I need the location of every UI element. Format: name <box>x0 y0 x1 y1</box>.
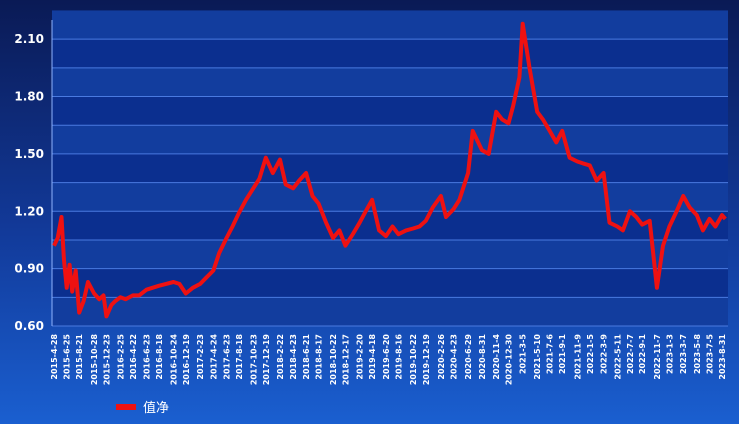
x-tick-label: 2018-4-23 <box>289 334 298 380</box>
plot-area <box>52 20 728 326</box>
x-tick-label: 2015-6-25 <box>63 334 72 380</box>
x-tick-label: 2022-9-1 <box>638 334 647 374</box>
grid-lines <box>52 38 728 327</box>
x-tick-label: 2021-3-5 <box>519 334 528 374</box>
x-tick-label: 2018-6-21 <box>302 334 311 380</box>
x-tick-label: 2020-12-30 <box>504 334 513 386</box>
x-tick-label: 2018-10-22 <box>329 334 338 385</box>
x-tick-label: 2019-6-20 <box>382 334 391 380</box>
y-tick-label: 1.50 <box>14 147 44 161</box>
x-tick-label: 2017-12-19 <box>262 334 271 386</box>
x-tick-label: 2015-8-21 <box>75 334 84 380</box>
series-line-net-value <box>52 21 727 319</box>
x-tick-label: 2016-8-18 <box>155 334 164 380</box>
x-tick-label: 2022-3-9 <box>600 334 609 374</box>
x-tick-labels: 2015-4-28 2015-6-25 2015-8-21 2015-10-28 201… <box>50 334 727 386</box>
x-tick-label: 2019-8-16 <box>394 334 403 380</box>
x-tick-label: 2015-12-23 <box>102 334 111 385</box>
x-tick-label: 2021-5-10 <box>533 334 542 380</box>
x-tick-label: 2020-4-23 <box>449 334 458 380</box>
x-tick-label: 2022-1-5 <box>586 334 595 374</box>
x-tick-label: 2020-6-29 <box>464 334 473 380</box>
y-tick-label: 1.20 <box>14 204 44 218</box>
x-tick-label: 2020-2-26 <box>437 334 446 380</box>
y-tick-label: 2.10 <box>14 32 44 46</box>
x-tick-label: 2023-8-31 <box>718 334 727 380</box>
x-tick-label: 2015-4-28 <box>50 334 59 380</box>
x-tick-label: 2017-10-23 <box>249 334 258 385</box>
x-tick-label: 2023-3-7 <box>679 334 688 374</box>
x-tick-label: 2020-8-31 <box>478 334 487 380</box>
x-tick-label: 2017-8-18 <box>235 334 244 380</box>
plot-bands <box>52 10 728 326</box>
x-tick-label: 2019-12-19 <box>422 334 431 386</box>
x-tick-label: 2016-4-22 <box>129 334 138 380</box>
plot-band <box>52 297 728 326</box>
plot-band <box>52 67 728 97</box>
x-tick-label: 2016-6-23 <box>143 334 152 380</box>
x-tick-label: 2016-12-19 <box>182 334 191 386</box>
y-tick-label: 0.90 <box>14 262 44 276</box>
x-tick-label: 2016-10-24 <box>169 334 178 386</box>
x-tick-label: 2018-8-17 <box>315 334 324 380</box>
x-tick-label: 2017-4-24 <box>209 334 218 380</box>
x-tick-label: 2020-11-4 <box>492 334 501 380</box>
x-tick-label: 2018-2-22 <box>276 334 285 380</box>
x-tick-label: 2021-7-6 <box>546 334 555 374</box>
x-tick-label: 2021-11-9 <box>573 334 582 380</box>
x-tick-label: 2022-11-7 <box>653 334 662 380</box>
plot-band <box>52 125 728 154</box>
plot-band <box>52 239 728 269</box>
x-tick-label: 2016-2-25 <box>116 334 125 380</box>
y-tick-label: 0.60 <box>14 319 44 333</box>
x-tick-label: 2023-7-5 <box>706 334 715 374</box>
x-tick-label: 2023-1-3 <box>665 334 674 374</box>
x-tick-label: 2022-5-11 <box>613 334 622 380</box>
plot-band <box>52 10 728 40</box>
y-tick-label: 1.80 <box>14 90 44 104</box>
plot-band <box>52 182 728 212</box>
x-tick-label: 2018-12-17 <box>341 334 350 385</box>
x-tick-label: 2019-2-20 <box>356 334 365 380</box>
x-tick-label: 2017-6-23 <box>223 334 232 380</box>
x-tick-label: 2015-10-28 <box>90 334 99 386</box>
legend: 值净 <box>116 400 169 416</box>
x-tick-label: 2019-4-18 <box>368 334 377 380</box>
y-tick-labels: 0.60 0.90 1.20 1.50 1.80 2.10 <box>14 32 44 333</box>
x-tick-label: 2019-10-22 <box>409 334 418 385</box>
legend-label: 值净 <box>143 400 169 416</box>
x-tick-label: 2021-9-1 <box>558 334 567 374</box>
x-tick-label: 2022-7-7 <box>626 334 635 374</box>
x-tick-label: 2017-2-23 <box>196 334 205 380</box>
x-tick-label: 2023-5-8 <box>693 334 702 374</box>
